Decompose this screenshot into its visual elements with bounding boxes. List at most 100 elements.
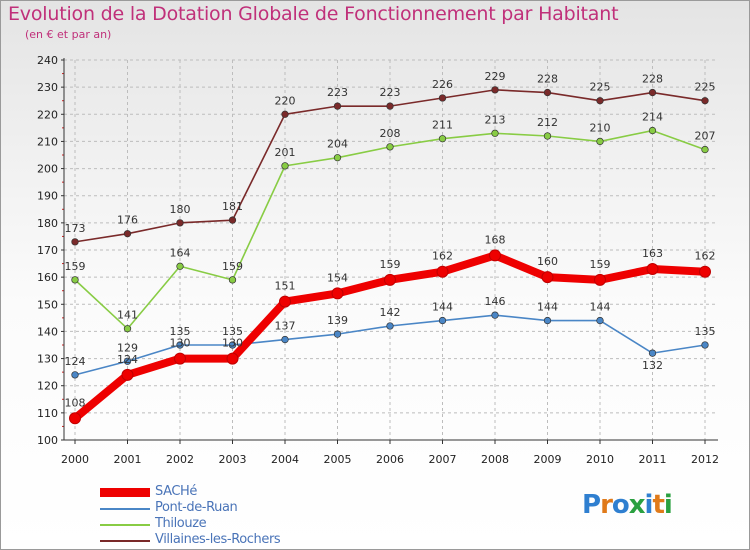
y-tick-label: 210 [37, 135, 58, 148]
data-label: 108 [65, 396, 86, 409]
data-label: 226 [432, 78, 453, 91]
data-point [333, 154, 342, 162]
data-point [386, 102, 394, 110]
data-point [228, 276, 237, 284]
logo-letter: i [644, 490, 654, 520]
legend-swatch [100, 540, 150, 542]
y-tick-label: 100 [37, 434, 58, 447]
data-point [228, 341, 237, 349]
data-point [123, 357, 132, 365]
data-point [384, 273, 396, 286]
data-point [281, 335, 289, 344]
y-tick-label: 140 [37, 325, 58, 338]
data-label: 212 [537, 116, 558, 129]
legend-item: Pont-de-Ruan [100, 500, 360, 516]
data-label: 135 [695, 325, 716, 338]
x-tick-label: 2004 [271, 453, 299, 466]
legend-item: Thilouze [100, 516, 360, 532]
data-point [541, 271, 554, 284]
data-label: 180 [170, 203, 191, 216]
data-point [174, 352, 186, 365]
data-label: 137 [275, 320, 296, 333]
data-label: 204 [327, 138, 348, 151]
chart-subtitle: (en € et par an) [25, 28, 112, 41]
data-point [226, 352, 239, 365]
y-tick-label: 230 [37, 81, 58, 94]
data-label: 130 [222, 337, 243, 350]
data-point [123, 230, 132, 238]
series-sach-: 108 124 130 130 151 154 159 162 168 160 159 163 162 [65, 233, 716, 425]
data-point [386, 143, 394, 151]
data-label: 160 [537, 255, 558, 268]
legend-label: Pont-de-Ruan [155, 500, 238, 515]
data-point [176, 262, 184, 270]
data-point [438, 94, 447, 102]
legend-label: Thilouze [155, 516, 207, 531]
data-label: 176 [117, 214, 138, 227]
data-point [543, 132, 552, 140]
data-point [596, 316, 604, 325]
data-point [281, 110, 289, 118]
data-point [333, 102, 342, 110]
logo-letter: P [582, 490, 601, 520]
data-label: 225 [695, 81, 716, 94]
data-label: 181 [222, 200, 243, 213]
data-label: 223 [380, 86, 401, 99]
data-label: 163 [642, 247, 663, 260]
data-label: 168 [485, 233, 506, 246]
y-tick-label: 170 [37, 244, 58, 257]
legend-label: SACHé [155, 484, 198, 499]
data-label: 144 [590, 301, 611, 314]
data-point [648, 126, 657, 135]
data-label: 159 [222, 260, 243, 273]
data-label: 154 [327, 271, 348, 284]
data-label: 208 [380, 127, 401, 140]
data-label: 164 [170, 246, 191, 259]
x-tick-label: 2012 [691, 453, 719, 466]
data-point [438, 316, 447, 325]
data-point [648, 88, 657, 97]
data-label: 225 [590, 81, 611, 94]
data-point [228, 216, 237, 224]
y-tick-label: 190 [37, 190, 58, 203]
data-label: 124 [65, 355, 86, 368]
data-label: 162 [695, 250, 716, 263]
data-point [331, 287, 344, 300]
data-label: 220 [275, 94, 296, 107]
data-point [491, 311, 499, 319]
data-point [71, 276, 79, 284]
x-tick-label: 2002 [166, 453, 194, 466]
data-label: 139 [327, 314, 348, 327]
logo-letter: t [652, 490, 664, 520]
y-tick-label: 130 [37, 353, 58, 366]
data-label: 173 [65, 222, 86, 235]
data-label: 213 [485, 113, 506, 126]
data-label: 135 [222, 325, 243, 338]
logo-letter: r [600, 490, 613, 520]
legend-swatch [100, 488, 150, 497]
series-line [74, 89, 706, 243]
series-villaines-les-rochers: 173 176 180 181 220 223 223 226 229 228 225 228 225 [65, 70, 716, 246]
data-point [281, 162, 289, 170]
data-point [121, 368, 134, 381]
y-tick-label: 160 [37, 271, 58, 284]
legend-swatch [100, 524, 150, 526]
data-label: 201 [275, 146, 296, 159]
data-point [176, 341, 184, 349]
gridlines [61, 59, 718, 444]
data-label: 159 [590, 258, 611, 271]
data-label: 124 [117, 353, 138, 366]
y-tick-label: 180 [37, 217, 58, 230]
data-point [596, 97, 604, 105]
data-label: 207 [695, 130, 716, 143]
data-label: 229 [485, 70, 506, 83]
data-point [543, 316, 552, 325]
data-label: 142 [380, 306, 401, 319]
x-tick-label: 2006 [376, 453, 404, 466]
logo-letter: i [663, 490, 673, 520]
data-point [491, 86, 499, 94]
x-tick-label: 2008 [481, 453, 509, 466]
data-point [386, 322, 394, 330]
